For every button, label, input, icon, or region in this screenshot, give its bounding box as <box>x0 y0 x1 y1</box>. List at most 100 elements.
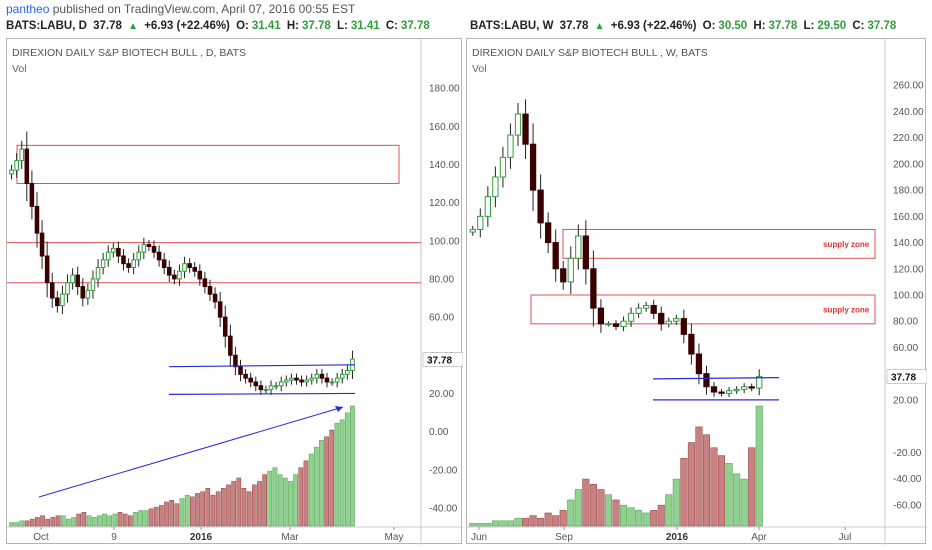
candle-up <box>85 289 91 299</box>
volume-bar <box>153 506 159 527</box>
right-symbol: BATS:LABU, W <box>470 20 554 32</box>
y-tick-label: 20.00 <box>893 395 918 406</box>
x-tick-label: 2016 <box>666 532 689 543</box>
volume-bar <box>169 500 175 527</box>
candle-up <box>514 113 522 136</box>
candle-down <box>248 377 253 383</box>
daily-chart-panel[interactable]: 180.00 160.00 140.00 120.00 100.00 80.00 60.00… <box>6 38 463 545</box>
volume-bar <box>499 520 507 527</box>
candle-up <box>105 251 111 261</box>
volume-bar <box>251 484 257 527</box>
right-quote-line: BATS:LABU, W 37.78 ▲ +6.93 (+22.46%) O: 3… <box>470 20 899 32</box>
candle-down <box>80 286 86 299</box>
candle-up <box>620 320 627 327</box>
volume-bar <box>755 405 763 527</box>
candle-up <box>9 169 14 175</box>
candle-down <box>294 377 299 381</box>
y-tick-label: 120.00 <box>893 264 924 275</box>
volume-bar <box>702 434 710 527</box>
candle-down <box>161 259 167 268</box>
volume-bar <box>350 405 355 527</box>
left-close: 37.78 <box>400 20 430 32</box>
volume-bar <box>138 510 144 527</box>
volume-bar <box>220 488 226 527</box>
candle-down <box>55 297 60 307</box>
supply-zone-box <box>562 228 876 259</box>
volume-bar <box>324 436 329 527</box>
weekly-volume-label: Vol <box>472 63 487 75</box>
x-tick-label: 2016 <box>190 532 213 543</box>
candle-down <box>39 232 45 257</box>
candle-up <box>484 196 491 217</box>
candle-up <box>289 377 294 381</box>
candle-up <box>665 320 672 325</box>
volume-bar <box>112 513 118 527</box>
volume-bar <box>159 505 164 527</box>
candle-down <box>582 235 589 270</box>
candle-up <box>309 377 315 381</box>
volume-bar <box>246 491 252 527</box>
candle-up <box>284 379 289 383</box>
last-price-label: 37.78 <box>427 355 452 366</box>
y-tick-label: -60.00 <box>893 500 922 511</box>
volume-bar <box>522 517 530 527</box>
candle-down <box>202 278 208 288</box>
volume-bar <box>620 504 628 527</box>
candle-up <box>643 304 650 309</box>
candle-down <box>197 270 203 280</box>
right-open: 30.50 <box>718 20 748 32</box>
candle-up <box>477 215 484 230</box>
candle-up <box>136 251 142 261</box>
volume-bar <box>740 478 748 527</box>
candle-down <box>710 386 718 393</box>
candle-up <box>575 235 582 259</box>
volume-bar <box>189 496 195 527</box>
volume-bar <box>476 523 484 527</box>
daily-volume-label: Vol <box>12 63 27 75</box>
left-symbol: BATS:LABU, D <box>6 20 87 32</box>
candle-down <box>238 366 243 375</box>
y-tick-label: 120.00 <box>429 198 460 209</box>
volume-bar <box>537 517 545 527</box>
last-price-label: 37.78 <box>891 373 916 384</box>
candle-up <box>273 385 279 388</box>
volume-bar <box>604 494 612 527</box>
x-tick-label: Oct <box>33 532 49 543</box>
candle-down <box>299 379 304 383</box>
volume-bar <box>35 517 40 527</box>
volume-bar <box>195 493 200 527</box>
volume-bar <box>66 518 71 527</box>
volume-bar <box>529 515 537 527</box>
right-close: 37.78 <box>867 20 897 32</box>
author-name[interactable]: pantheo <box>6 2 50 16</box>
x-tick-label: Sep <box>555 532 573 543</box>
candle-down <box>121 255 126 265</box>
right-high: 37.78 <box>768 20 798 32</box>
y-tick-label: 160.00 <box>893 212 924 223</box>
candle-down <box>688 333 695 355</box>
channel-upper-line <box>168 364 356 368</box>
volume-bar <box>288 481 293 527</box>
candle-down <box>116 247 121 257</box>
candle-down <box>748 386 755 389</box>
credit-text: published on TradingView.com, April 07, … <box>49 2 356 16</box>
volume-bar <box>102 513 107 527</box>
left-quote-line: BATS:LABU, D 37.78 ▲ +6.93 (+22.46%) O: 3… <box>6 20 433 32</box>
volume-bar <box>319 440 324 527</box>
candle-down <box>29 183 35 207</box>
weekly-chart-svg[interactable]: 260.00 240.00 220.00 200.00 180.00 160.00 140.… <box>467 39 927 545</box>
right-low-key: L: <box>803 20 815 32</box>
candle-down <box>212 293 218 303</box>
right-open-key: O: <box>702 20 716 32</box>
right-close-key: C: <box>852 20 865 32</box>
volume-bar <box>298 467 304 527</box>
weekly-chart-panel[interactable]: 260.00 240.00 220.00 200.00 180.00 160.00 140.… <box>466 38 927 545</box>
volume-bar <box>91 517 97 527</box>
left-low: 31.41 <box>350 20 380 32</box>
candle-down <box>172 274 177 280</box>
volume-bar <box>226 484 231 527</box>
volume-bar <box>710 447 718 527</box>
volume-bar <box>277 474 283 527</box>
daily-chart-svg[interactable]: 180.00 160.00 140.00 120.00 100.00 80.00 60.00… <box>7 39 463 545</box>
right-last: 37.78 <box>559 20 589 32</box>
